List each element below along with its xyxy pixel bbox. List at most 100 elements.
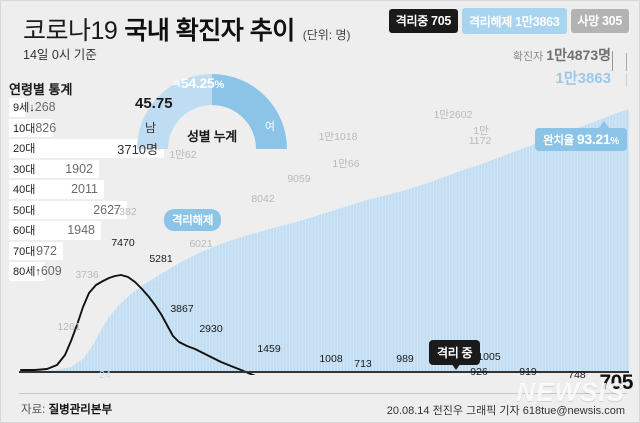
age-bar [9,262,45,281]
chart-data-label: 989 [396,353,414,365]
chart-data-label: 6021 [189,238,213,250]
chart-data-label: 24 [99,369,111,381]
chart-data-label: 8042 [251,193,275,205]
donut-center-label: 성별 누계 [187,129,237,144]
age-row-label: 50대 [13,204,36,217]
age-row-value: 972 [36,243,57,258]
released-annotation: 1만3863 [555,70,611,87]
age-row-label: 10대 [13,122,36,135]
age-row-label: 70대 [13,245,36,258]
chart-data-label: 748 [568,369,586,381]
source-attribution: 자료: 질병관리본부 [21,401,112,417]
total-confirmed-value: 1만4873명 [546,47,611,63]
age-bar [9,241,63,260]
chart-data-label: 1만1018 [318,131,358,143]
age-bar [9,221,101,240]
page-title: 코로나19 국내 확진자 추이 (단위: 명) [23,11,351,47]
x-axis-line [19,371,629,373]
released-pill-label: 격리해제 [164,209,222,231]
chart-data-label: 1만 [473,125,489,137]
age-bar [9,139,164,158]
status-badge-deaths: 사망 305 [570,9,629,33]
chart-data-label: 7470 [111,237,135,249]
badge-value: 705 [431,14,452,28]
chart-data-label: 3730 [144,281,168,293]
age-row-value: 609 [40,264,62,279]
age-row-label: 40대 [13,184,36,197]
title-unit: (단위: 명) [302,28,351,42]
age-row-label: 20대 [13,143,36,156]
chart-data-label: 1만62 [169,149,197,161]
age-bar [9,200,127,219]
age-bar [9,118,53,137]
leader-line-total-2 [626,53,627,71]
chart-data-label: 713 [354,358,372,370]
total-confirmed-annotation: 확진자 1만4873명 [513,45,611,65]
chart-data-label: 1만2602 [433,109,473,121]
donut-female-value: 54.25 [180,75,215,91]
cure-rate-pill-tail [599,121,609,128]
donut-female-mark: ㅋ [172,80,181,91]
age-row: 60대 1948 [9,220,169,241]
chart-data-label: 919 [519,366,537,378]
age-row: 80세↑ 609 [9,261,169,282]
chart-data-label: 3736 [75,269,99,281]
age-row-label: 60대 [13,225,36,238]
donut-female-label: 여 [264,121,275,133]
chart-data-label: 1261 [57,321,81,333]
badge-value: 1만3863 [515,15,560,29]
badge-label: 격리해제 [469,15,512,29]
age-row: 9세↓ 268 [9,97,169,118]
age-row-value: 268 [34,100,56,115]
cure-rate-pill: 완치율 93.21% [535,128,627,151]
trend-chart: 24 3736 7382 6021 3730 8042 9059 1만66 1만62 1만1018… [1,49,639,404]
cure-rate-percent-sign: % [610,136,619,147]
age-row: 20대 3710명 [9,138,169,159]
chart-data-label: 926 [470,366,488,378]
age-row-value: 3710명 [117,141,158,157]
status-badge-group: 격리중 705 격리해제 1만3863 사망 305 [388,8,629,34]
leader-line-released [626,73,627,87]
chart-data-label: 7382 [113,206,137,218]
source-label: 자료: [21,404,46,416]
age-bar [9,180,104,199]
donut-male-label: 남 [145,121,157,135]
age-bar [9,159,99,178]
age-row-label: 80세↑ [13,266,41,279]
quarantine-pill-tail [451,363,461,370]
chart-data-label: 1008 [319,353,343,365]
leader-line-total [612,51,613,71]
status-badge-quarantined: 격리중 705 [388,9,459,33]
chart-data-label: 3867 [170,303,194,315]
age-row: 50대 2627 [9,200,169,221]
age-section-title: 연령별 통계 [9,82,73,97]
cure-rate-value: 93.21 [576,131,611,147]
gender-donut-chart: 45.75 남 ㅋ54.25% 여 성별 누계 [123,63,301,149]
age-row: 30대 1902 [9,159,169,180]
age-row-value: 1948 [67,223,95,238]
source-value: 질병관리본부 [48,404,113,416]
age-row: 10대 826 [9,118,169,139]
chart-data-label: 5281 [149,253,173,265]
age-row-value: 826 [35,120,57,135]
age-row-label: 30대 [13,163,36,176]
chart-data-label: 1459 [257,343,281,355]
age-row: 70대 972 [9,241,169,262]
title-strong: 국내 확진자 추이 [124,17,295,45]
quarantine-pill-label: 격리 중 [429,340,481,365]
donut-segment-female [212,74,287,149]
chart-data-label: 1172 [468,135,492,147]
footer-divider [19,393,627,394]
age-row: 40대 2011 [9,179,169,200]
chart-data-label: 1005 [477,351,501,363]
age-row-value: 2627 [93,202,121,217]
badge-label: 사망 [577,14,600,28]
age-row-label: 9세↓ [13,102,35,115]
chart-data-label: 2930 [199,323,223,335]
badge-label: 격리중 [395,14,429,28]
age-bar [9,98,25,117]
donut-segment-male [137,74,212,149]
subtitle: 14일 0시 기준 [23,48,97,62]
badge-value: 305 [602,14,622,28]
